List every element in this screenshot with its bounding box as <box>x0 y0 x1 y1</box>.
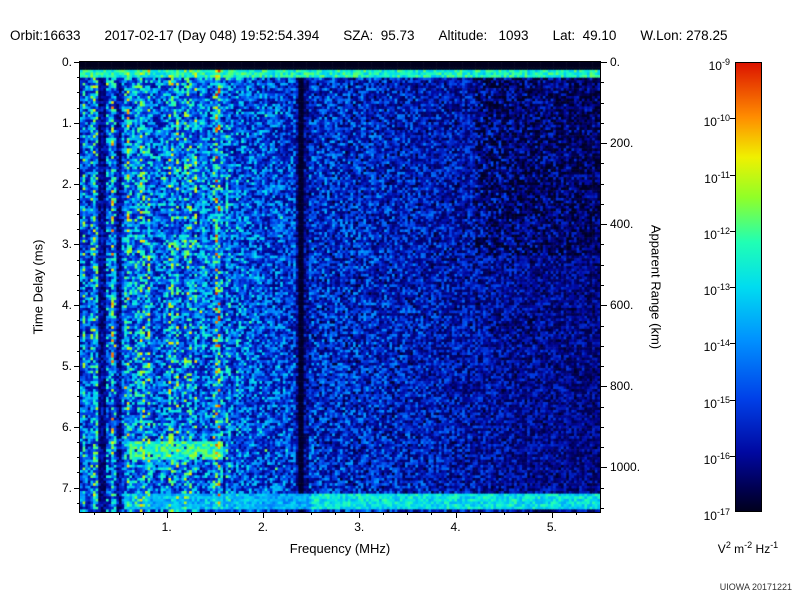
colorbar-tick-label: 10-12 <box>703 225 730 242</box>
x-minor-tick <box>287 512 289 515</box>
y2-minor-tick <box>601 366 604 368</box>
y2-major-tick <box>601 62 607 63</box>
y2-tick-label: 200. <box>610 136 634 151</box>
colorbar-tick-label: 10-17 <box>703 507 730 523</box>
colorbar-tick-label: 10-16 <box>703 450 730 467</box>
x-minor-tick <box>190 512 192 515</box>
ionogram-heatmap-canvas <box>80 62 600 512</box>
header-lat: Lat: 49.10 <box>552 28 617 43</box>
y2-major-tick <box>601 224 607 226</box>
y-tick-label: 0. <box>61 55 72 69</box>
colorbar-tick-label: 10-10 <box>703 113 730 130</box>
y2-minor-tick <box>601 203 604 205</box>
y-tick-label: 1. <box>61 115 72 130</box>
y2-minor-tick <box>601 82 604 84</box>
x-major-tick <box>359 512 361 518</box>
x-minor-tick <box>142 512 144 515</box>
y2-minor-tick <box>601 345 604 347</box>
x-minor-tick <box>407 512 409 515</box>
credit-text: UIOWA 20171221 <box>719 582 792 592</box>
header-info: Orbit:16633 2017-02-17 (Day 048) 19:52:5… <box>10 28 727 43</box>
x-minor-tick <box>431 512 433 515</box>
x-major-tick <box>166 512 168 518</box>
x-minor-tick <box>527 512 529 515</box>
x-major-tick <box>551 512 553 518</box>
colorbar-gradient <box>735 62 762 512</box>
x-major-tick <box>455 512 457 518</box>
header-sza: SZA: 95.73 <box>343 28 415 43</box>
y2-major-tick <box>601 386 607 388</box>
colorbar-tick-label: 10-14 <box>703 338 730 355</box>
x-minor-tick <box>383 512 385 515</box>
x-axis-title: Frequency (MHz) <box>289 541 391 556</box>
x-minor-tick <box>94 512 96 515</box>
x-minor-tick <box>214 512 216 515</box>
header-altitude: Altitude: 1093 <box>438 28 529 43</box>
colorbar-units: V2 m-2 Hz-1 <box>717 540 779 556</box>
y2-axis-title: Apparent Range (km) <box>648 224 664 350</box>
x-minor-tick <box>118 512 120 515</box>
colorbar-tick-label: 10-13 <box>703 282 730 298</box>
y2-minor-tick <box>601 244 604 246</box>
y2-minor-tick <box>601 406 604 408</box>
x-tick-label: 3. <box>354 520 365 534</box>
x-minor-tick <box>335 512 337 515</box>
colorbar-tick-label: 10-15 <box>703 394 730 411</box>
x-major-tick <box>262 512 264 518</box>
y2-tick-label: 1000. <box>610 460 641 475</box>
x-minor-tick <box>238 512 240 515</box>
y2-minor-tick <box>601 163 604 165</box>
y2-minor-tick <box>601 122 604 124</box>
x-minor-tick <box>503 512 505 515</box>
colorbar-tick-label: 10-11 <box>704 169 730 186</box>
y2-tick-label: 800. <box>610 379 634 394</box>
y2-minor-tick <box>601 102 604 104</box>
x-minor-tick <box>479 512 481 515</box>
x-tick-label: 1. <box>161 520 172 534</box>
y2-minor-tick <box>601 183 604 185</box>
x-tick-label: 4. <box>450 520 461 534</box>
y2-minor-tick <box>601 447 604 449</box>
y2-minor-tick <box>601 426 604 428</box>
y-axis-title: Time Delay (ms) <box>30 239 46 335</box>
header-datetime: 2017-02-17 (Day 048) 19:52:54.394 <box>104 28 320 43</box>
y-tick-label: 2. <box>61 176 72 191</box>
y2-minor-tick <box>601 325 604 327</box>
y2-minor-tick <box>601 487 604 489</box>
y2-minor-tick <box>601 284 604 286</box>
y-tick-label: 3. <box>61 237 72 252</box>
x-minor-tick <box>311 512 313 515</box>
y2-major-tick <box>601 467 607 469</box>
y-tick-label: 5. <box>61 359 72 374</box>
y-tick-label: 7. <box>61 480 72 495</box>
y-tick-label: 6. <box>61 419 72 434</box>
y2-minor-tick <box>601 507 604 509</box>
y-tick-label: 4. <box>61 298 72 313</box>
header-wlon: W.Lon: 278.25 <box>640 28 728 43</box>
x-minor-tick <box>575 512 577 515</box>
x-tick-label: 2. <box>257 520 268 534</box>
y2-major-tick <box>601 305 607 307</box>
y2-minor-tick <box>601 264 604 266</box>
colorbar-tick-label: 10-9 <box>708 57 730 73</box>
x-tick-label: 5. <box>546 520 557 534</box>
y2-tick-label: 0. <box>610 55 621 69</box>
header-orbit: Orbit:16633 <box>10 28 81 43</box>
y2-major-tick <box>601 143 607 145</box>
